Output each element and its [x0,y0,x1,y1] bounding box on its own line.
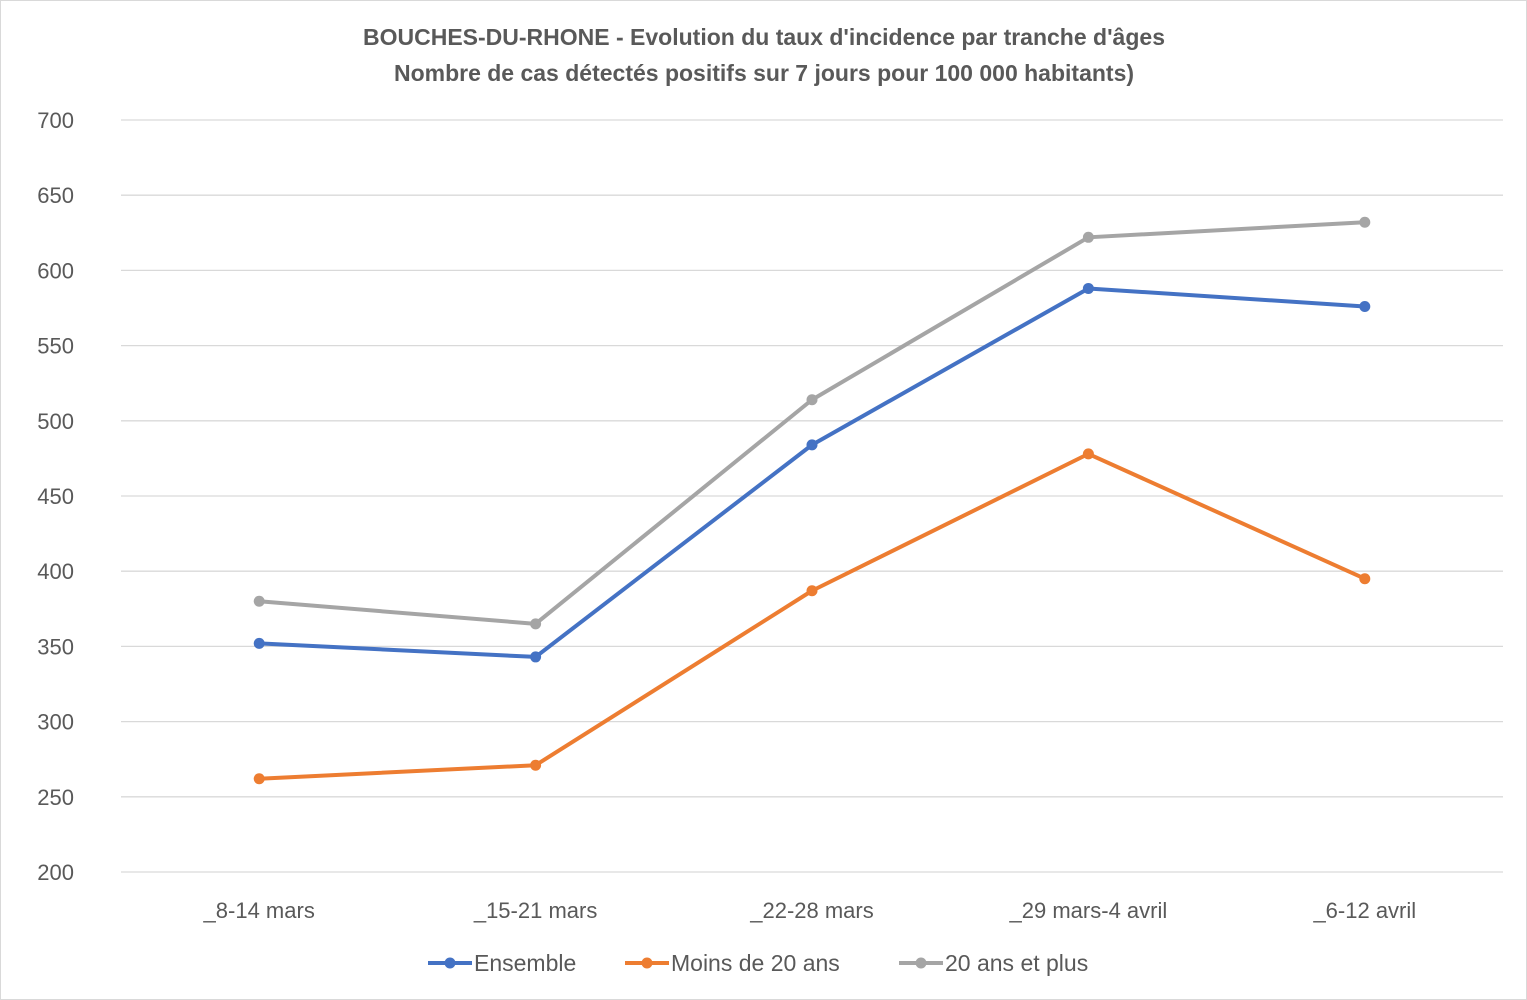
legend-item: Moins de 20 ans [625,950,840,976]
x-axis-tick-labels: _8-14 mars _15-21 mars _22-28 mars _29 mars… [203,898,1417,923]
data-point [1082,231,1094,243]
y-tick-label: 600 [37,258,74,283]
x-tick-label: _29 mars-4 avril [1009,898,1168,923]
y-tick-label: 700 [37,108,74,133]
legend-item: Ensemble [428,950,576,976]
y-tick-label: 450 [37,484,74,509]
y-tick-label: 300 [37,710,74,735]
legend-label: 20 ans et plus [945,950,1088,976]
data-point [253,595,265,607]
chart-title: BOUCHES-DU-RHONE - Evolution du taux d'i… [363,24,1165,50]
series-line [257,220,1367,626]
chart-subtitle: Nombre de cas détectés positifs sur 7 jo… [394,60,1134,86]
series-2 [253,448,1371,785]
legend-label: Moins de 20 ans [671,950,840,976]
series-line [257,286,1367,659]
legend-label: Ensemble [474,950,576,976]
x-tick-label: _15-21 mars [473,898,598,923]
series-1 [253,282,1371,663]
y-axis-tick-labels: 200 250 300 350 400 450 500 550 600 650 700 [37,108,74,885]
gridlines [121,119,1503,873]
y-tick-label: 350 [37,634,74,659]
y-tick-label: 650 [37,183,74,208]
y-tick-label: 200 [37,860,74,885]
data-point [530,618,542,630]
y-tick-label: 250 [37,785,74,810]
legend: Ensemble Moins de 20 ans 20 ans et plus [428,950,1088,976]
legend-marker [915,957,927,969]
legend-marker [641,957,653,969]
data-point [1082,448,1094,460]
series-3 [253,216,1371,630]
series-lines [253,216,1371,785]
legend-marker [444,957,456,969]
x-tick-label: _22-28 mars [749,898,874,923]
legend-item: 20 ans et plus [899,950,1088,976]
data-point [1359,300,1371,312]
data-point [1082,282,1094,294]
y-tick-label: 500 [37,409,74,434]
data-point [530,759,542,771]
x-tick-label: _8-14 mars [203,898,315,923]
y-tick-label: 400 [37,559,74,584]
data-point [806,439,818,451]
data-point [806,394,818,406]
data-point [1359,573,1371,585]
y-tick-label: 550 [37,334,74,359]
data-point [806,585,818,597]
data-point [530,651,542,663]
data-point [253,637,265,649]
x-tick-label: _6-12 avril [1312,898,1416,923]
data-point [1359,216,1371,228]
data-point [253,773,265,785]
